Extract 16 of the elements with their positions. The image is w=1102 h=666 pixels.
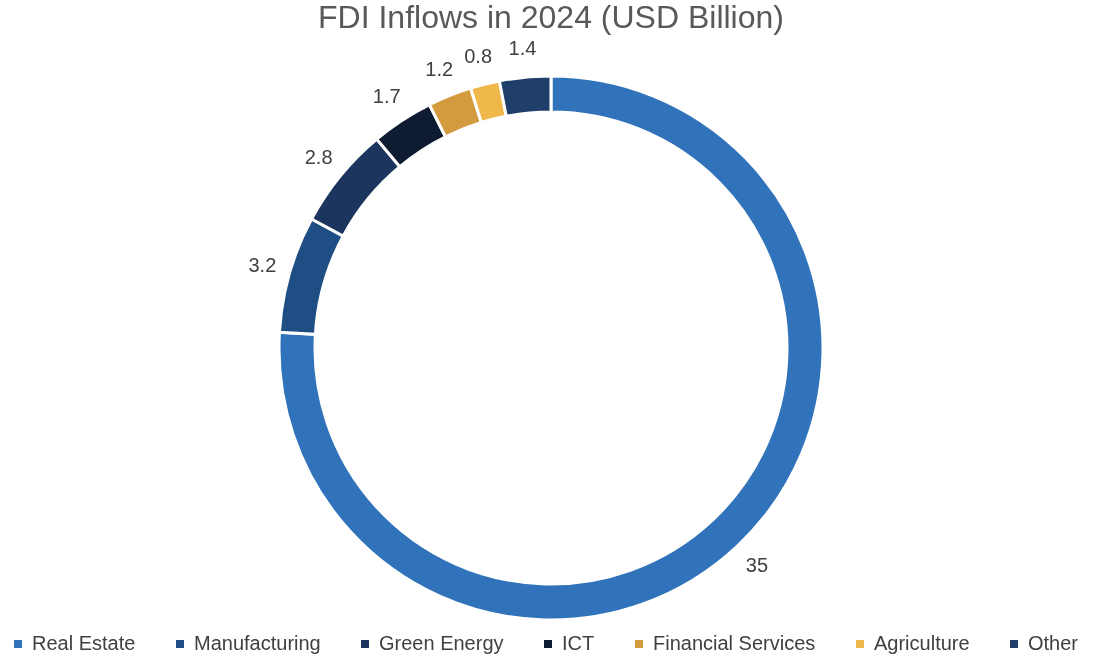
data-label: 3.2 — [248, 254, 277, 277]
data-label: 1.4 — [508, 37, 537, 60]
legend-label: Other — [1028, 632, 1079, 654]
data-label: 0.8 — [464, 44, 493, 67]
legend-label: ICT — [562, 632, 595, 654]
legend-label: Agriculture — [874, 632, 970, 654]
legend-label: Green Energy — [379, 632, 504, 654]
donut-slice — [277, 74, 825, 622]
legend-label: Manufacturing — [194, 632, 321, 654]
legend-label: Real Estate — [32, 632, 136, 654]
data-label: 1.7 — [372, 84, 401, 107]
legend-label: Financial Services — [653, 632, 816, 654]
data-label: 1.2 — [425, 57, 454, 80]
data-label: 2.8 — [304, 146, 333, 169]
data-label: 35 — [745, 554, 769, 577]
chart-title: FDI Inflows in 2024 (USD Billion) — [318, 0, 784, 36]
